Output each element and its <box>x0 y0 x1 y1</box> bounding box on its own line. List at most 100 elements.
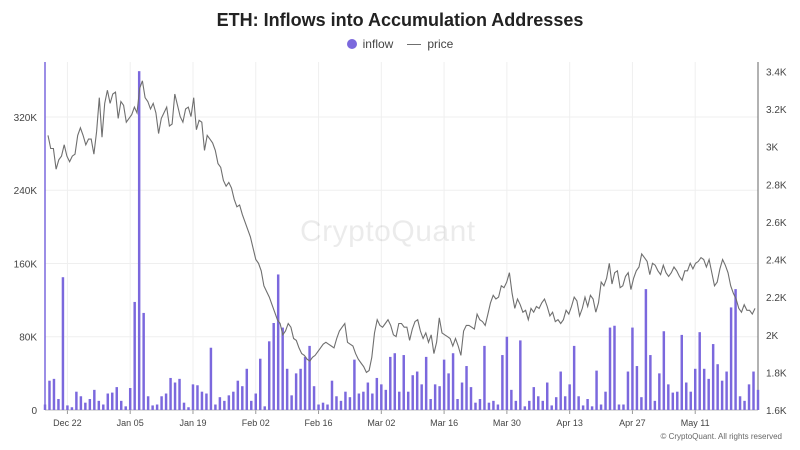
inflow-bar <box>478 399 482 410</box>
legend-item-inflow[interactable]: inflow <box>346 37 394 51</box>
inflow-bar <box>88 399 92 410</box>
x-tick-label: Apr 13 <box>556 418 583 428</box>
inflow-bar <box>106 393 110 410</box>
inflow-bar <box>433 384 437 410</box>
inflow-bar <box>465 366 468 410</box>
inflow-bar <box>707 378 710 410</box>
copyright-text: © CryptoQuant. All rights reserved <box>660 432 783 441</box>
inflow-bar <box>743 400 746 410</box>
inflow-bar <box>474 402 477 410</box>
inflow-bar <box>232 391 235 410</box>
inflow-bar <box>667 384 670 410</box>
y-right-tick-label: 3.2K <box>766 105 787 116</box>
inflow-bar <box>223 400 226 410</box>
inflow-bar <box>487 402 491 410</box>
legend-swatch-price <box>407 43 422 45</box>
inflow-bar <box>559 371 562 410</box>
y-right-tick-label: 2.4K <box>766 256 787 267</box>
inflow-bar <box>586 399 589 410</box>
inflow-bar <box>353 359 356 410</box>
inflow-bar <box>546 382 549 410</box>
inflow-bar <box>294 373 298 410</box>
x-tick-label: Jan 19 <box>179 418 206 428</box>
inflow-bar <box>711 344 715 410</box>
x-tick-label: May 11 <box>681 418 710 428</box>
inflow-bar <box>398 391 401 410</box>
legend-label-inflow: inflow <box>362 37 394 51</box>
inflow-bar <box>729 307 733 410</box>
x-tick-label: Dec 22 <box>53 418 82 428</box>
inflow-bar <box>299 368 302 410</box>
legend-swatch-inflow <box>346 39 357 49</box>
x-tick-label: Mar 16 <box>430 418 458 428</box>
inflow-bar <box>402 355 405 410</box>
inflow-bar <box>604 391 607 410</box>
inflow-bar <box>146 396 150 410</box>
inflow-bar <box>155 404 159 410</box>
inflow-bar <box>420 384 423 410</box>
inflow-bar <box>658 373 661 410</box>
inflow-bar <box>532 387 536 410</box>
inflow-bar <box>61 277 65 410</box>
inflow-bar <box>653 400 657 410</box>
inflow-bar <box>205 393 208 410</box>
inflow-bar <box>330 380 334 410</box>
inflow-bar <box>97 400 101 410</box>
inflow-bar <box>644 289 648 410</box>
y-right-tick-label: 1.6K <box>766 406 787 417</box>
inflow-bar <box>510 389 513 410</box>
inflow-bar <box>182 402 186 410</box>
y-right-tick-label: 2K <box>766 331 779 342</box>
inflow-bar <box>326 404 329 410</box>
inflow-bar <box>52 378 56 410</box>
inflow-bar <box>214 404 217 410</box>
x-tick-label: Mar 02 <box>367 418 395 428</box>
inflow-bar <box>57 399 60 410</box>
inflow-bar <box>111 392 114 410</box>
inflow-bar <box>241 386 244 410</box>
inflow-bar <box>626 371 630 410</box>
inflow-bar <box>290 395 293 410</box>
inflow-bar <box>460 382 464 410</box>
inflow-bar <box>218 397 222 410</box>
inflow-bar <box>79 396 83 410</box>
inflow-bar <box>617 404 621 410</box>
inflow-bar <box>528 400 531 410</box>
inflow-bar <box>142 312 145 410</box>
inflow-bar <box>236 380 240 410</box>
y-right-tick-label: 2.2K <box>766 293 787 304</box>
inflow-bar <box>577 396 580 410</box>
inflow-bar <box>254 393 257 410</box>
inflow-bar <box>119 400 123 410</box>
inflow-bar <box>411 375 414 410</box>
inflow-bar <box>335 396 338 410</box>
inflow-bar <box>415 371 419 410</box>
inflow-bar <box>756 389 760 410</box>
inflow-bar <box>550 405 553 410</box>
inflow-bar <box>469 387 473 410</box>
inflow-bar <box>66 405 69 410</box>
inflow-bar <box>380 384 383 410</box>
inflow-bar <box>250 400 253 410</box>
inflow-bar <box>339 400 343 410</box>
inflow-bar <box>357 393 361 410</box>
inflow-bar <box>689 391 692 410</box>
x-tick-label: Apr 27 <box>619 418 646 428</box>
inflow-bar <box>716 364 719 410</box>
inflow-bar <box>693 368 697 410</box>
legend-item-price[interactable]: price <box>407 37 453 51</box>
inflow-bar <box>429 399 432 410</box>
inflow-bar <box>702 368 706 410</box>
inflow-bar <box>496 404 500 410</box>
y-left-tick-label: 80K <box>19 333 37 344</box>
inflow-bar <box>371 393 374 410</box>
inflow-bar <box>595 370 598 410</box>
inflow-bar <box>348 397 352 410</box>
inflow-bar <box>393 353 397 410</box>
inflow-bar <box>519 340 522 410</box>
inflow-bar <box>151 405 154 410</box>
inflow-bar <box>599 404 603 410</box>
inflow-bar <box>406 391 410 410</box>
y-right-tick-label: 1.8K <box>766 368 787 379</box>
inflow-bar <box>128 388 132 410</box>
